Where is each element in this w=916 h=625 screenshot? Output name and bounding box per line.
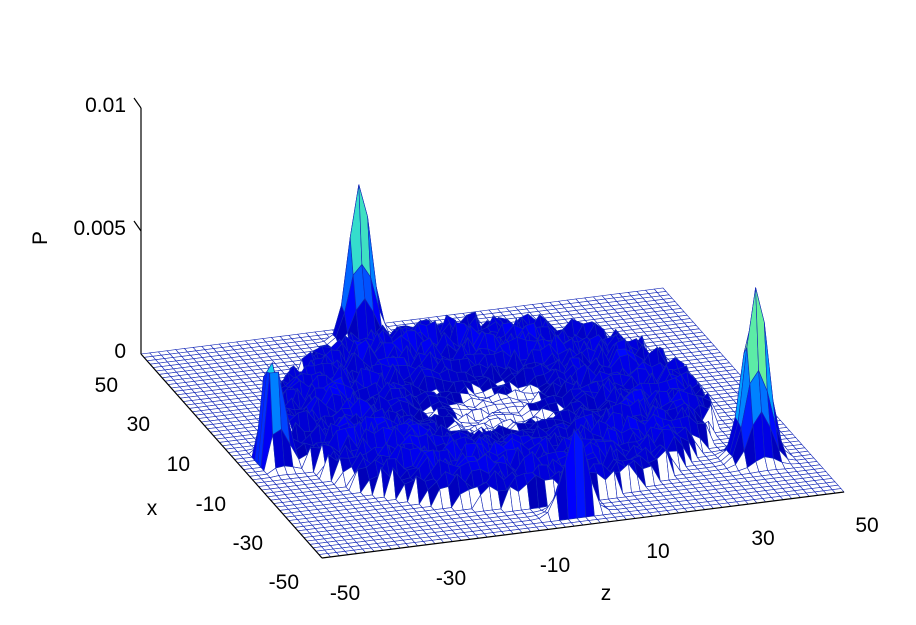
x-tick-label: 30 [127, 413, 150, 436]
x-tick-label: -10 [196, 493, 226, 516]
z-axis-tick-label: -10 [540, 554, 570, 577]
x-axis-label: x [147, 497, 158, 520]
x-tick-label: -30 [233, 532, 263, 555]
z-axis-label: P [29, 231, 52, 245]
z-axis-tick-label: 10 [646, 540, 669, 563]
axes: 0.01 0.005 0 P 50 30 10 -10 -30 -50 x -5… [29, 94, 879, 605]
z-tick-label: 0 [114, 340, 126, 363]
x-tick-label: -50 [269, 571, 299, 594]
z-tick-label: 0.01 [85, 94, 126, 117]
z-axis-title: z [601, 582, 612, 605]
z-axis-tick-label: -50 [330, 582, 360, 605]
z-axis-edge [321, 491, 845, 559]
x-axis-edge [140, 353, 323, 559]
z-tick-label: 0.005 [73, 217, 126, 240]
z-axis-tick-label: 50 [855, 514, 878, 537]
x-tick-label: 10 [167, 453, 190, 476]
z-axis-tick-label: -30 [436, 567, 466, 590]
x-tick-label: 50 [95, 374, 118, 397]
z-axis-tick-mid [133, 220, 142, 232]
z-axis-tick-label: 30 [751, 527, 774, 550]
z-axis-tick-top [133, 97, 142, 109]
surface-mesh [140, 184, 845, 559]
